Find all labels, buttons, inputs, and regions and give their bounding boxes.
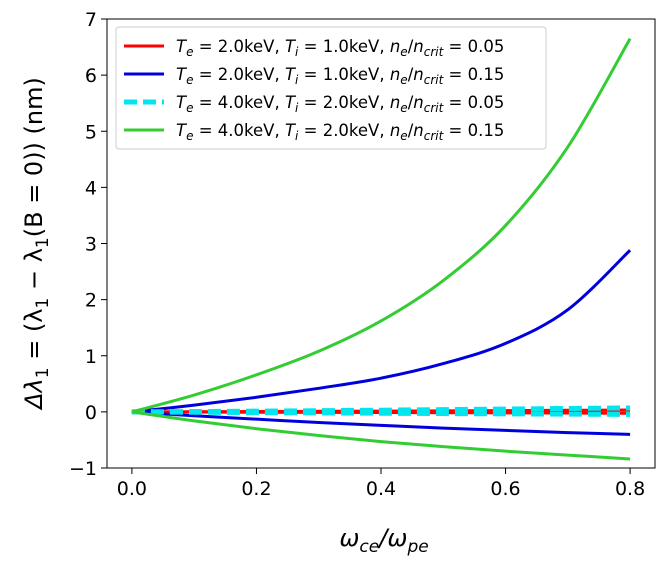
x-axis-omega-2: ω <box>387 524 407 552</box>
legend-text-part: e <box>186 45 193 59</box>
legend-text-part: n <box>390 121 400 140</box>
y-axis-delta-lambda: Δλ <box>20 378 48 411</box>
legend-text-part: T <box>285 93 297 112</box>
y-axis-sub-1c: 1 <box>33 237 53 248</box>
legend-text-part: = 0.05 <box>443 93 504 112</box>
legend-text-part: i <box>295 73 299 87</box>
legend-text-part: n <box>413 93 423 112</box>
legend-text-part: T <box>176 37 188 56</box>
legend-text-part: = 4.0keV, <box>193 93 284 112</box>
y-axis-sub-1a: 1 <box>33 367 53 378</box>
x-tick-label: 0.4 <box>366 478 396 500</box>
x-ticks: 0.0 0.2 0.4 0.6 0.8 <box>117 468 645 500</box>
legend-text-part: crit <box>424 45 445 59</box>
y-tick-label: 1 <box>85 346 97 368</box>
series-4-line-lower <box>131 410 631 461</box>
x-tick-label: 0.6 <box>490 478 520 500</box>
x-axis-sub-ce: ce <box>359 537 379 557</box>
legend-items: Te = 2.0keV, Ti = 1.0keV, ne/ncrit = 0.0… <box>124 37 504 143</box>
legend-text-part: T <box>176 65 188 84</box>
legend-text-part: = 2.0keV, <box>193 65 284 84</box>
legend-text-part: = 4.0keV, <box>193 121 284 140</box>
legend-text-part: e <box>400 45 407 59</box>
series-2-line-upper <box>131 249 632 414</box>
legend-text-part: = 1.0keV, <box>298 37 389 56</box>
legend-text-part: = 2.0keV, <box>298 93 389 112</box>
legend-text-part: T <box>176 121 188 140</box>
legend-text-part: n <box>390 93 400 112</box>
legend-text-part: crit <box>424 73 445 87</box>
y-tick-label: 7 <box>85 9 97 31</box>
legend-label-4: Te = 4.0keV, Ti = 2.0keV, ne/ncrit = 0.1… <box>176 121 504 143</box>
legend-label-1: Te = 2.0keV, Ti = 1.0keV, ne/ncrit = 0.0… <box>176 37 504 59</box>
legend-text-part: n <box>390 37 400 56</box>
y-tick-label: 6 <box>85 65 97 87</box>
legend-text-part: T <box>176 93 188 112</box>
legend-text-part: / <box>408 65 414 84</box>
legend-label-3: Te = 4.0keV, Ti = 2.0keV, ne/ncrit = 0.0… <box>176 93 504 115</box>
legend-text-part: = 0.15 <box>443 121 504 140</box>
x-axis-slash: / <box>377 524 390 552</box>
legend-text-part: n <box>413 65 423 84</box>
legend-text-part: e <box>400 101 407 115</box>
legend-text-part: i <box>295 101 299 115</box>
legend-text-part: crit <box>424 129 445 143</box>
legend-text-part: T <box>285 37 297 56</box>
y-axis-sub-1b: 1 <box>33 298 53 309</box>
legend-text-part: n <box>413 37 423 56</box>
x-axis-sub-pe: pe <box>406 537 428 557</box>
y-axis-minus: − λ <box>20 248 48 298</box>
y-tick-label: 5 <box>85 121 97 143</box>
y-axis-b-part: (B = 0)) (nm) <box>20 77 48 237</box>
x-axis-omega-1: ω <box>339 524 359 552</box>
legend-text-part: e <box>186 101 193 115</box>
legend-text-part: i <box>295 45 299 59</box>
legend-text-part: n <box>413 121 423 140</box>
x-tick-label: 0.8 <box>615 478 645 500</box>
legend-text-part: = 1.0keV, <box>298 65 389 84</box>
legend-label-2: Te = 2.0keV, Ti = 1.0keV, ne/ncrit = 0.1… <box>176 65 504 87</box>
y-tick-label: −1 <box>69 458 97 480</box>
y-ticks: −1 0 1 2 3 4 5 6 7 <box>69 9 107 480</box>
legend-text-part: = 0.15 <box>443 65 504 84</box>
legend-box <box>115 26 547 150</box>
legend-text-part: / <box>408 37 414 56</box>
legend-text-part: = 0.05 <box>443 37 504 56</box>
legend-text-part: i <box>295 129 299 143</box>
legend-text-part: e <box>400 129 407 143</box>
series-layer <box>131 37 632 461</box>
legend-text-part: / <box>408 121 414 140</box>
series-4-line-upper <box>131 37 632 414</box>
legend-text-part: / <box>408 93 414 112</box>
legend: Te = 2.0keV, Ti = 1.0keV, ne/ncrit = 0.0… <box>115 26 547 150</box>
y-tick-label: 0 <box>85 402 97 424</box>
x-axis-title: ωce/ωpe <box>339 524 428 557</box>
y-axis-title: Δλ1 = (λ1 − λ1(B = 0)) (nm) <box>20 77 53 411</box>
y-tick-label: 4 <box>85 177 97 199</box>
y-axis-eq-open: = (λ <box>20 308 48 367</box>
legend-text-part: e <box>186 73 193 87</box>
y-tick-label: 3 <box>85 234 97 256</box>
legend-text-part: crit <box>424 101 445 115</box>
legend-text-part: = 2.0keV, <box>193 37 284 56</box>
legend-text-part: = 2.0keV, <box>298 121 389 140</box>
legend-text-part: T <box>285 65 297 84</box>
legend-text-part: T <box>285 121 297 140</box>
legend-text-part: e <box>186 129 193 143</box>
legend-text-part: n <box>390 65 400 84</box>
x-tick-label: 0.0 <box>117 478 147 500</box>
x-tick-label: 0.2 <box>241 478 271 500</box>
series-2-line-lower <box>131 410 631 436</box>
y-tick-label: 2 <box>85 290 97 312</box>
series-3-line-lower <box>131 409 631 417</box>
legend-text-part: e <box>400 73 407 87</box>
